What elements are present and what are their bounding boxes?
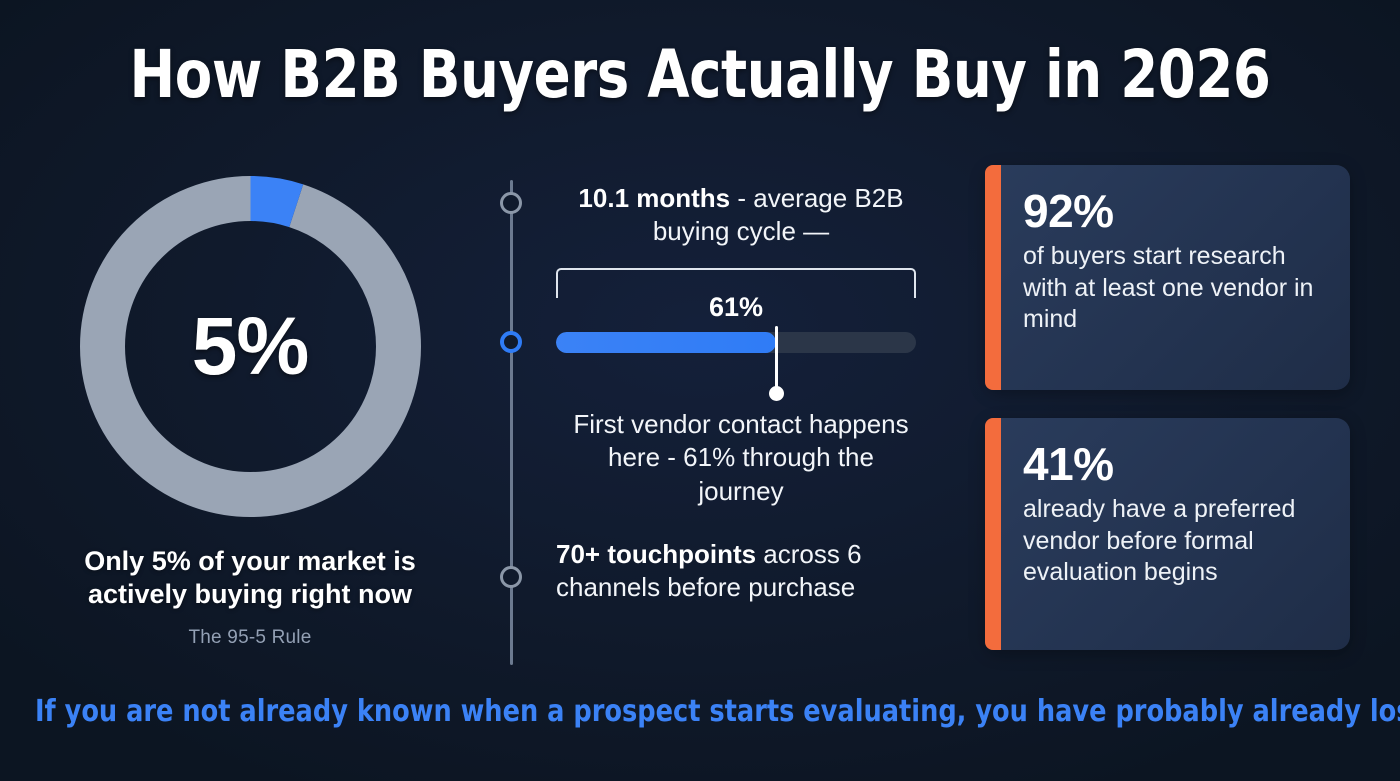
cycle-bracket <box>556 268 916 298</box>
progress-bar-fill <box>556 332 776 353</box>
timeline-item-1-bold: 10.1 months <box>578 183 731 213</box>
timeline-item-1-text: 10.1 months - average B2B buying cycle — <box>556 182 926 249</box>
timeline-axis-line <box>510 180 513 665</box>
stat-card-2-description: already have a preferred vendor before f… <box>1023 495 1296 587</box>
donut-subcaption: The 95-5 Rule <box>188 626 312 648</box>
stat-card-2-accent-bar <box>985 418 1001 650</box>
progress-marker-dot <box>769 386 784 401</box>
stat-cards-column: 92% of buyers start research with at lea… <box>985 165 1350 655</box>
timeline-dot-1 <box>500 192 522 214</box>
stat-card-2: 41% already have a preferred vendor befo… <box>985 418 1350 650</box>
donut-caption: Only 5% of your market is actively buyin… <box>84 546 416 609</box>
stat-card-1-description: of buyers start research with at least o… <box>1023 242 1314 334</box>
footer-statement: If you are not already known when a pros… <box>35 694 1400 729</box>
progress-bar-label: 61% <box>708 292 764 322</box>
timeline-column: 10.1 months - average B2B buying cycle —… <box>480 160 950 665</box>
timeline-item-3: 70+ touchpoints across 6 channels before… <box>556 538 926 605</box>
timeline-item-3-text: 70+ touchpoints across 6 channels before… <box>556 538 926 605</box>
stat-card-1: 92% of buyers start research with at lea… <box>985 165 1350 390</box>
timeline-item-3-rest: across 6 channels before purchase <box>556 539 862 603</box>
donut-segment-active <box>79 176 421 517</box>
progress-bar-track <box>556 332 916 353</box>
donut-column: 5% Only 5% of your market is actively bu… <box>40 160 460 660</box>
timeline-item-1: 10.1 months - average B2B buying cycle — <box>556 182 926 249</box>
progress-marker-line <box>775 326 778 392</box>
progress-marker-caption: First vendor contact happens here - 61% … <box>573 409 909 506</box>
stat-card-2-number: 41% <box>1023 438 1114 490</box>
timeline-dot-2 <box>500 331 522 353</box>
stat-card-1-accent-bar <box>985 165 1001 390</box>
timeline-dot-3 <box>500 566 522 588</box>
timeline-item-3-bold: 70+ touchpoints <box>556 539 757 569</box>
page-title: How B2B Buyers Actually Buy in 2026 <box>129 36 1271 113</box>
timeline-item-1-rest: - average B2B buying cycle — <box>652 183 904 247</box>
donut-center-value: 5% <box>191 300 310 392</box>
donut-chart: 5% <box>78 174 423 519</box>
donut-svg <box>79 176 421 517</box>
stat-card-1-number: 92% <box>1023 185 1114 237</box>
